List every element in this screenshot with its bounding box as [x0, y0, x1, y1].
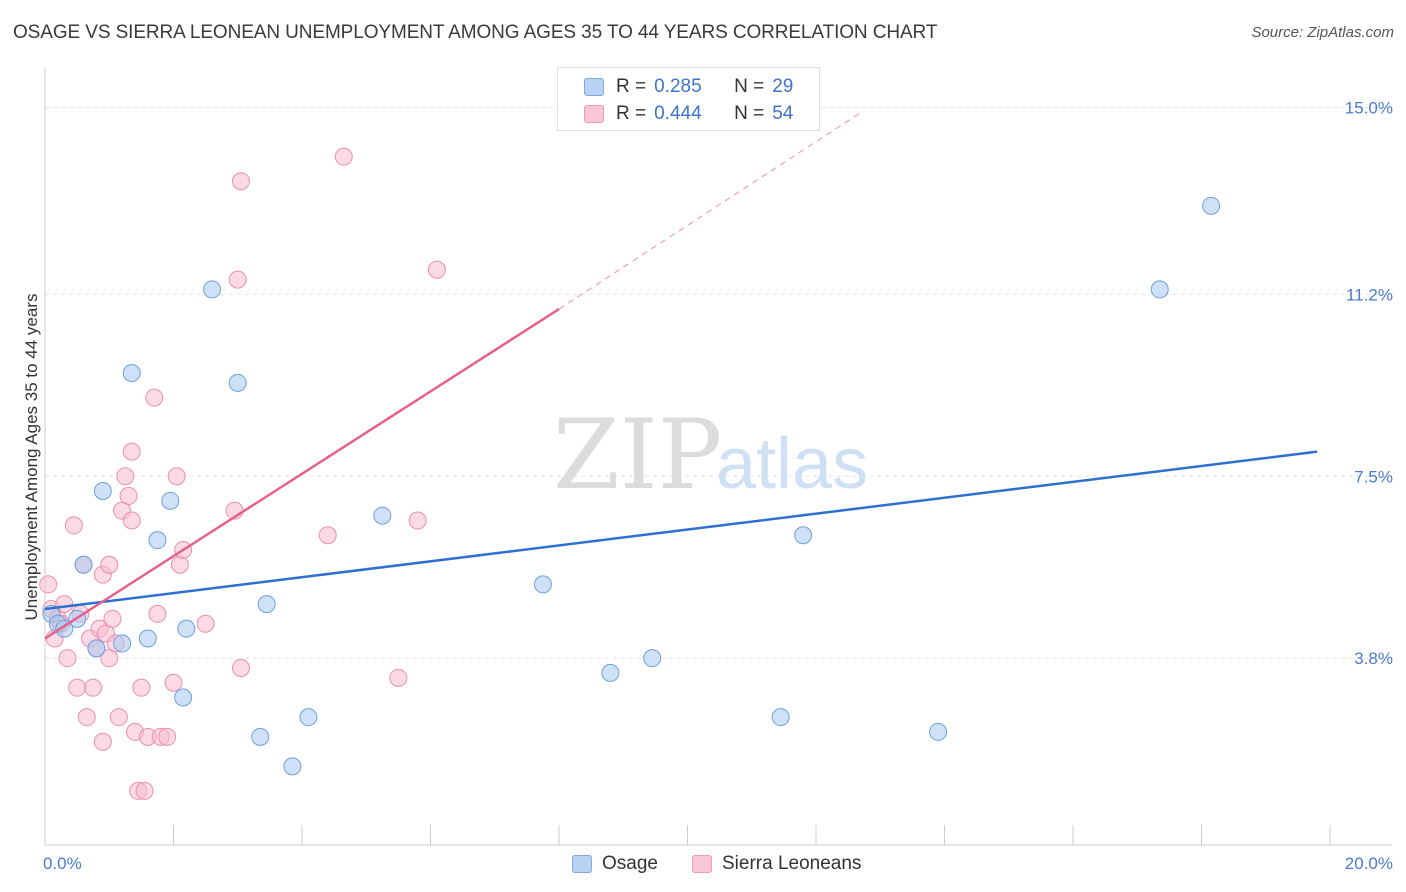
osage-point — [373, 506, 392, 525]
sierra-point — [119, 486, 138, 505]
legend-r-value: 0.444 — [654, 103, 702, 124]
osage-swatch — [584, 78, 604, 96]
osage-point — [251, 727, 270, 746]
sierra-point — [231, 659, 250, 677]
legend-n-label: N = — [734, 103, 765, 124]
legend-n-value: 29 — [772, 76, 794, 97]
y-axis-label: Unemployment Among Ages 35 to 44 years — [22, 294, 41, 621]
sierra-point — [170, 555, 189, 574]
sierra-legend-label: Sierra Leoneans — [722, 853, 862, 874]
y-tick-label: 11.2% — [1346, 285, 1393, 304]
osage-point — [174, 688, 193, 707]
osage-point — [138, 629, 157, 648]
osage-legend-label: Osage — [602, 853, 658, 874]
y-tick-label: 7.5% — [1354, 467, 1393, 486]
osage-point — [203, 280, 222, 299]
x-tick-label: 20.0% — [1345, 854, 1393, 873]
osage-point — [93, 482, 112, 500]
legend-n-label: N = — [734, 76, 765, 97]
osage-point — [1150, 280, 1169, 299]
y-tick-label: 3.8% — [1354, 649, 1393, 668]
watermark: ZIP atlas — [553, 399, 868, 511]
trend-lines — [44, 111, 1318, 640]
sierra-point — [100, 555, 119, 574]
bottom-legend-sierra: Sierra Leoneans — [692, 852, 861, 876]
legend-r-label: R = — [616, 76, 647, 97]
sierra-point — [164, 673, 183, 692]
sierra-point — [408, 511, 427, 530]
sierra-point — [135, 781, 154, 800]
sierra-point — [132, 678, 151, 697]
osage-point — [299, 708, 318, 727]
sierra-point — [122, 511, 141, 530]
osage-point — [794, 526, 813, 545]
sierra-swatch — [692, 855, 712, 873]
osage-point — [533, 575, 552, 594]
osage-point — [148, 531, 167, 550]
sierra-point — [39, 575, 58, 594]
sierra-point — [64, 516, 83, 535]
x-tick-label: 0.0% — [43, 854, 82, 873]
sierra-point — [77, 708, 96, 727]
sierra-point — [116, 467, 135, 486]
sierra-point — [122, 442, 141, 461]
legend-row-sierra: R = 0.444 N = 54 — [584, 102, 793, 126]
sierra-point — [103, 609, 122, 628]
gridlines — [45, 107, 1392, 659]
sierra-point — [93, 732, 112, 751]
sierra-point — [334, 147, 353, 166]
osage-point — [177, 619, 196, 638]
sierra-point — [318, 526, 337, 545]
osage-point — [283, 757, 302, 776]
osage-point — [74, 555, 93, 574]
sierra-point — [427, 260, 446, 279]
source-label: Source: ZipAtlas.com — [1251, 24, 1394, 41]
osage-point — [228, 373, 247, 392]
osage-point — [601, 663, 620, 682]
sierra-points — [39, 147, 446, 800]
sierra-point — [389, 668, 408, 687]
osage-point — [87, 639, 106, 658]
tick-labels: 3.8% 7.5% 11.2% 15.0% 0.0% 20.0% — [43, 99, 1393, 874]
watermark-zip: ZIP — [553, 399, 722, 511]
osage-point — [771, 708, 790, 727]
sierra-point — [148, 604, 167, 623]
sierra-point — [167, 467, 186, 486]
legend-r-value: 0.285 — [654, 76, 702, 97]
y-tick-label: 15.0% — [1345, 99, 1393, 118]
legend-r-label: R = — [616, 103, 647, 124]
osage-point — [929, 722, 948, 741]
sierra-point — [84, 678, 103, 697]
sierra-point — [196, 614, 215, 633]
sierra-trend-line — [44, 308, 560, 640]
osage-point — [161, 491, 180, 510]
osage-point — [643, 649, 662, 668]
sierra-point — [109, 708, 128, 727]
legend-n-value: 54 — [772, 103, 794, 124]
sierra-trend-extension — [558, 111, 862, 310]
sierra-point — [58, 649, 77, 668]
osage-point — [257, 595, 276, 614]
osage-point — [1202, 196, 1221, 215]
sierra-swatch — [584, 105, 604, 123]
correlation-legend: R = 0.285 N = 29 R = 0.444 N = 54 — [557, 67, 820, 131]
osage-points — [42, 196, 1221, 776]
sierra-point — [231, 172, 250, 191]
osage-point — [122, 364, 141, 382]
sierra-point — [158, 727, 177, 746]
sierra-point — [68, 678, 87, 697]
chart-title: OSAGE VS SIERRA LEONEAN UNEMPLOYMENT AMO… — [13, 22, 938, 43]
bottom-legend-osage: Osage — [572, 852, 658, 876]
osage-point — [113, 634, 132, 653]
sierra-point — [228, 270, 247, 289]
legend-row-osage: R = 0.285 N = 29 — [584, 75, 793, 99]
sierra-point — [145, 388, 164, 407]
osage-swatch — [572, 855, 592, 873]
osage-trend-line — [44, 450, 1318, 611]
axes — [44, 68, 1392, 846]
watermark-atlas: atlas — [716, 424, 868, 504]
